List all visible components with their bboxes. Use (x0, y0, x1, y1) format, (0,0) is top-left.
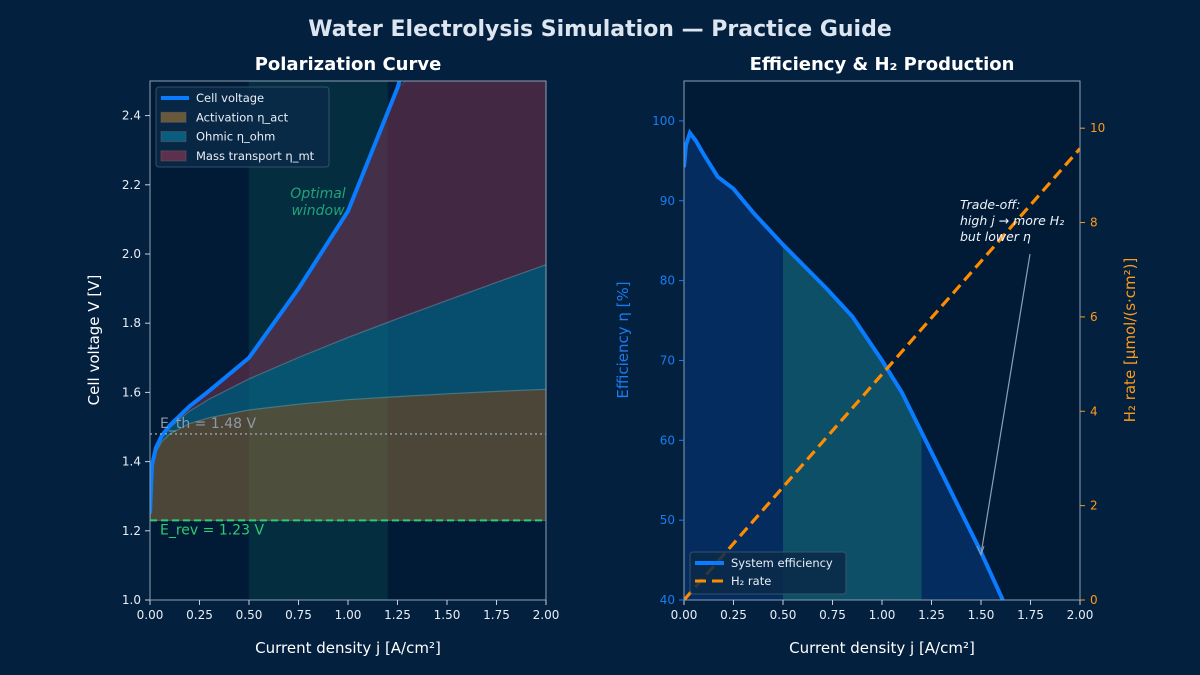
legend-swatch-icon (160, 150, 187, 162)
annotation-text: high j → more H₂ (960, 213, 1064, 228)
annotation-text: Trade-off: (960, 197, 1020, 212)
legend-label: Mass transport η_mt (196, 149, 315, 163)
y-tick-label: 1.8 (122, 316, 141, 330)
y-tick-label: 40 (660, 593, 675, 607)
legend-label: Activation η_act (196, 110, 289, 124)
x-tick-label: 0.25 (720, 608, 747, 622)
x-tick-label: 0.25 (186, 608, 213, 622)
reference-label: E_rev = 1.23 V (160, 522, 264, 538)
x-tick-label: 0.00 (671, 608, 698, 622)
legend-box (155, 86, 330, 168)
optimal-window-label: window (291, 203, 345, 219)
x-tick-label: 2.00 (533, 608, 560, 622)
cell-voltage-line (150, 81, 402, 514)
efficiency-fill (684, 132, 1003, 600)
annotation-text: but lower η (960, 229, 1031, 244)
h2-rate-line (684, 147, 1080, 600)
left-x-label: Current density j [A/cm²] (255, 639, 441, 657)
x-tick-label: 1.25 (918, 608, 945, 622)
y2-tick-label: 6 (1090, 310, 1098, 324)
right-chart-title: Efficiency & H₂ Production (750, 54, 1015, 75)
legend: System efficiency H₂ rate (689, 551, 847, 595)
y-tick-label: 2.0 (122, 247, 141, 261)
optimal-window-label: Optimal (290, 186, 346, 202)
y-tick-label: 1.4 (122, 455, 141, 469)
y2-tick-label: 0 (1090, 593, 1098, 607)
legend: Cell voltage Activation η_act Ohmic η_ohm M… (155, 86, 330, 168)
legend-box (689, 551, 847, 595)
y2-tick-label: 2 (1090, 499, 1098, 513)
y2-tick-label: 10 (1090, 121, 1105, 135)
y-tick-label: 1.6 (122, 385, 141, 399)
polarization-chart: E_th = 1.48 V E_rev = 1.23 V Optimalwindow… (122, 80, 560, 622)
left-chart-title: Polarization Curve (255, 54, 442, 75)
y-tick-label: 50 (660, 513, 675, 527)
legend-label: H₂ rate (731, 574, 771, 588)
y-tick-label: 60 (660, 433, 675, 447)
x-tick-label: 1.00 (869, 608, 896, 622)
x-tick-label: 1.75 (1017, 608, 1044, 622)
y2-tick-label: 4 (1090, 404, 1098, 418)
x-tick-label: 0.50 (236, 608, 263, 622)
x-tick-label: 0.75 (285, 608, 312, 622)
legend-swatch-icon (160, 131, 187, 143)
y-tick-label: 2.2 (122, 178, 141, 192)
x-tick-label: 0.00 (137, 608, 164, 622)
legend-swatch-icon (160, 111, 187, 123)
legend-label: Ohmic η_ohm (196, 130, 275, 144)
x-tick-label: 0.75 (819, 608, 846, 622)
y-tick-label: 100 (652, 114, 675, 128)
annotation-arrow (980, 253, 1031, 555)
x-tick-label: 2.00 (1067, 608, 1094, 622)
y-tick-label: 70 (660, 353, 675, 367)
left-y-label: Cell voltage V [V] (85, 275, 103, 406)
x-tick-label: 1.50 (968, 608, 995, 622)
x-tick-label: 1.00 (335, 608, 362, 622)
y-tick-label: 1.2 (122, 524, 141, 538)
suptitle: Water Electrolysis Simulation — Practice… (308, 17, 892, 42)
efficiency-line (684, 128, 1005, 600)
x-tick-label: 1.25 (384, 608, 411, 622)
right-y2-label: H₂ rate [µmol/(s·cm²)] (1121, 258, 1139, 423)
right-y-label: Efficiency η [%] (614, 281, 632, 398)
reference-label: E_th = 1.48 V (160, 416, 256, 432)
y-tick-label: 80 (660, 274, 675, 288)
y-tick-label: 1.0 (122, 593, 141, 607)
y2-tick-label: 8 (1090, 216, 1098, 230)
x-tick-label: 1.50 (434, 608, 461, 622)
legend-label: Cell voltage (196, 91, 264, 105)
y-tick-label: 2.4 (122, 109, 141, 123)
x-tick-label: 0.50 (770, 608, 797, 622)
right-x-label: Current density j [A/cm²] (789, 639, 975, 657)
y-tick-label: 90 (660, 194, 675, 208)
legend-label: System efficiency (731, 556, 833, 570)
arrow-head-icon (976, 545, 985, 557)
x-tick-label: 1.75 (483, 608, 510, 622)
